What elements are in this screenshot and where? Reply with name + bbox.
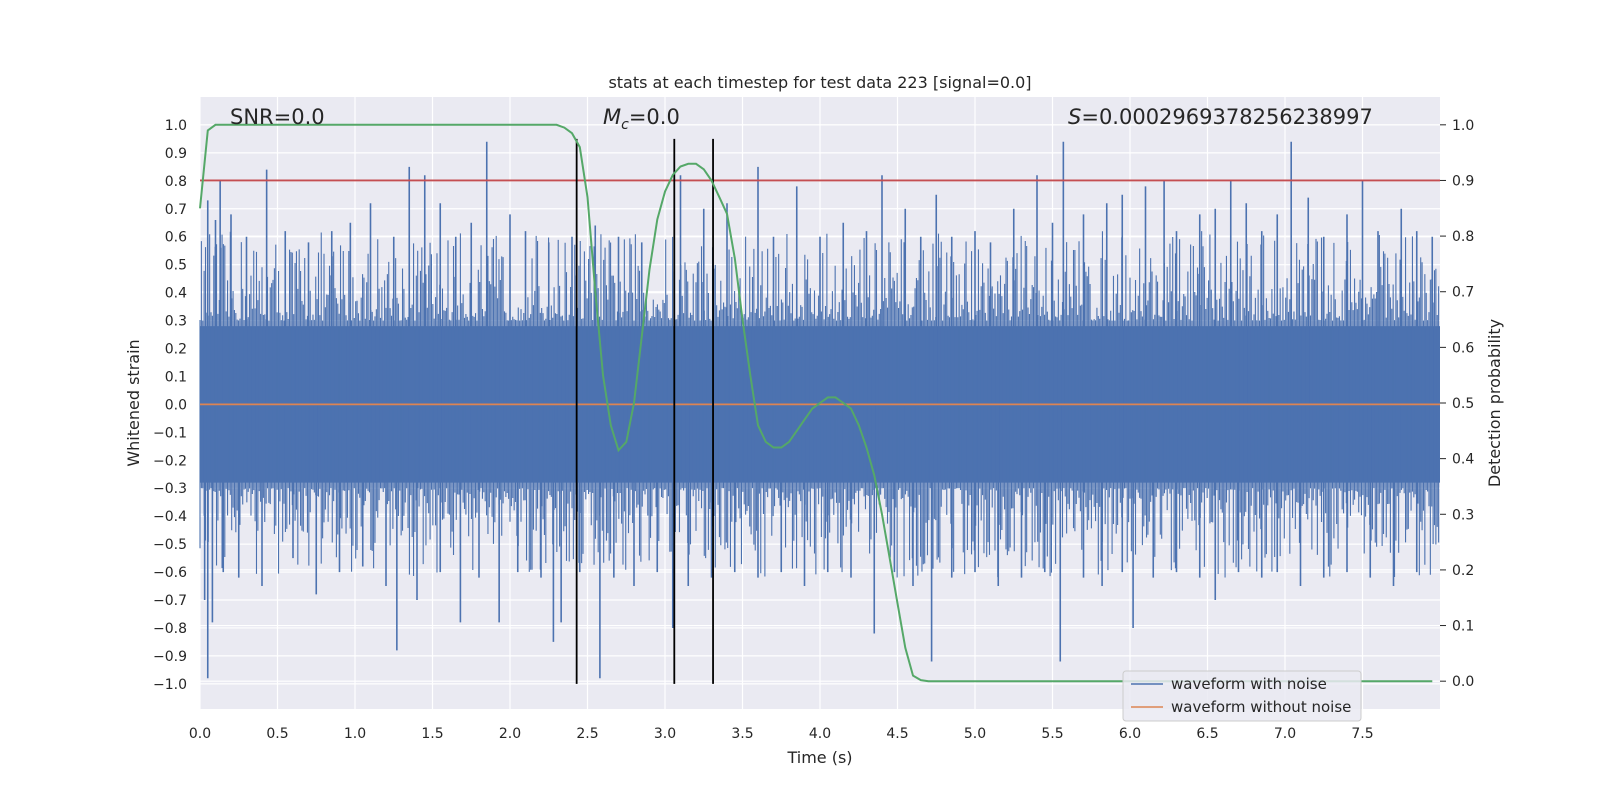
legend-label-clean: waveform without noise	[1171, 698, 1351, 716]
x-tick-label: 6.0	[1119, 726, 1141, 742]
y2-tick-label: 0.2	[1452, 563, 1474, 579]
y-tick-label: −0.4	[153, 509, 187, 525]
y-tick-label: 0.8	[165, 174, 187, 190]
y-tick-label: −0.2	[153, 453, 187, 469]
y-tick-label: −0.5	[153, 537, 187, 553]
y2-tick-label: 0.6	[1452, 340, 1474, 356]
x-tick-label: 0.0	[189, 726, 211, 742]
mc-value: =0.0	[629, 105, 680, 129]
x-tick-label: 3.5	[731, 726, 753, 742]
y-tick-label: 0.4	[165, 286, 187, 302]
y-tick-label: −0.7	[153, 593, 187, 609]
y2-tick-label: 0.5	[1452, 396, 1474, 412]
y-tick-label: 0.1	[165, 369, 187, 385]
x-tick-label: 1.5	[421, 726, 443, 742]
x-tick-label: 7.0	[1274, 726, 1296, 742]
x-tick-label: 2.0	[499, 726, 521, 742]
x-tick-label: 5.5	[1041, 726, 1063, 742]
y2-tick-label: 1.0	[1452, 118, 1474, 134]
mc-subscript: c	[621, 117, 629, 133]
y-tick-label: 0.5	[165, 258, 187, 274]
y-tick-label: 0.0	[165, 397, 187, 413]
y-tick-label: −0.3	[153, 481, 187, 497]
x-tick-label: 7.5	[1351, 726, 1373, 742]
x-axis-label: Time (s)	[786, 748, 852, 767]
overlay-lines	[199, 123, 1440, 684]
x-tick-label: 4.5	[886, 726, 908, 742]
y-tick-label: 0.7	[165, 202, 187, 218]
s-symbol: S	[1068, 105, 1081, 129]
x-tick-label: 4.0	[809, 726, 831, 742]
legend-box	[1122, 670, 1362, 722]
y-tick-label: 0.9	[165, 146, 187, 162]
x-tick-label: 6.5	[1196, 726, 1218, 742]
y2-tick-label: 0.7	[1452, 285, 1474, 301]
y-tick-label: −0.1	[153, 425, 187, 441]
y-tick-label: −0.6	[153, 565, 187, 581]
axes: 0.0 0.5 1.0 1.5 2.0 2.5 3.0 3.5 4.0 4.5 5.0 5.5 6.0 6…	[153, 118, 1474, 742]
y2-tick-label: 0.9	[1452, 173, 1474, 189]
y-tick-label: −0.9	[153, 649, 187, 665]
y2-tick-label: 0.1	[1452, 619, 1474, 635]
y2-tick-label: 0.4	[1452, 452, 1474, 468]
s-value: =0.0002969378256238997	[1081, 105, 1373, 129]
detection-probability-line	[199, 123, 1433, 683]
y2-axis-label: Detection probability	[1485, 319, 1504, 487]
legend: waveform with noise waveform without noi…	[1122, 670, 1362, 722]
x-tick-label: 5.0	[964, 726, 986, 742]
chart-title: stats at each timestep for test data 223…	[608, 73, 1031, 92]
y-tick-label: 0.3	[165, 314, 187, 330]
y2-tick-label: 0.0	[1452, 674, 1474, 690]
mc-annotation: Mc=0.0	[603, 105, 680, 133]
x-tick-label: 2.5	[576, 726, 598, 742]
y2-tick-label: 0.3	[1452, 507, 1474, 523]
mc-symbol: M	[603, 105, 621, 129]
y-tick-label: −0.8	[153, 621, 187, 637]
snr-annotation: SNR=0.0	[230, 105, 325, 129]
y-axis-label: Whitened strain	[124, 339, 143, 466]
y-tick-label: 0.6	[165, 230, 187, 246]
legend-label-noise: waveform with noise	[1171, 675, 1327, 693]
s-annotation: S=0.0002969378256238997	[1068, 105, 1373, 129]
x-tick-label: 1.0	[344, 726, 366, 742]
y-tick-label: 0.2	[165, 342, 187, 358]
x-tick-label: 0.5	[266, 726, 288, 742]
y-tick-label: 1.0	[165, 118, 187, 134]
y2-tick-label: 0.8	[1452, 229, 1474, 245]
x-tick-label: 3.0	[654, 726, 676, 742]
y-tick-label: −1.0	[153, 677, 187, 693]
